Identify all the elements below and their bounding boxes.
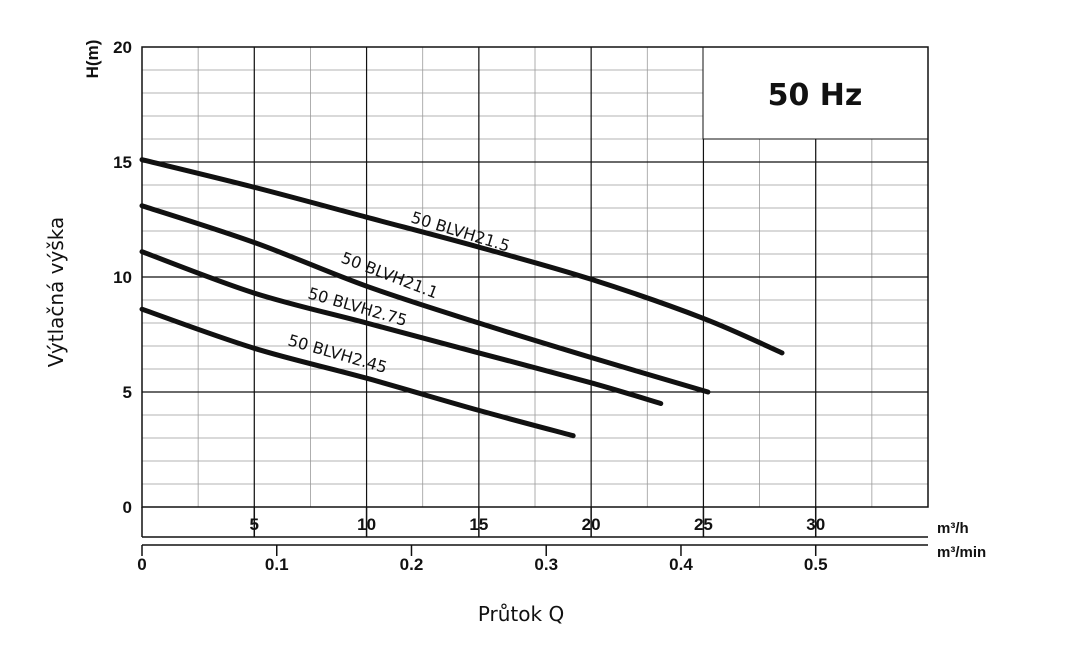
x-axis-m3h: 5 10 15 20 25 30: [141, 507, 928, 538]
y-tick-label: 10: [113, 268, 132, 287]
x-tick-label-m3min: 0.3: [534, 555, 558, 574]
y-unit-label: H(m): [83, 40, 102, 79]
y-tick-label: 15: [113, 153, 132, 172]
performance-curves: [139, 157, 785, 439]
major-grid: [142, 47, 928, 507]
y-axis-title: Výtlačná výška: [44, 217, 68, 368]
x-axis-title: Průtok Q: [478, 602, 564, 626]
x-tick-label-m3h: 5: [250, 515, 259, 534]
x-tick-label-m3h: 30: [806, 515, 825, 534]
y-axis-ticks: 0 5 10 15 20: [113, 38, 132, 517]
y-tick-label: 20: [113, 38, 132, 57]
frequency-label: 50 Hz: [768, 78, 863, 113]
x-tick-label-m3min: 0.1: [265, 555, 289, 574]
x-tick-label-m3min: 0: [137, 555, 146, 574]
x-tick-label-m3h: 10: [357, 515, 376, 534]
x-unit-m3h: m³/h: [937, 520, 969, 537]
x-tick-label-m3min: 0.5: [804, 555, 828, 574]
x-tick-label-m3min: 0.2: [400, 555, 424, 574]
plot-frame: [141, 46, 929, 508]
x-tick-label-m3min: 0.4: [669, 555, 693, 574]
x-axis-m3min: 0 0.1 0.2 0.3 0.4 0.5: [137, 544, 928, 574]
x-tick-label-m3h: 25: [694, 515, 713, 534]
curve-50-blvh21-5: [139, 157, 785, 356]
y-tick-label: 5: [123, 383, 132, 402]
curve-50-blvh21-1: [139, 203, 711, 395]
x-tick-label-m3h: 15: [469, 515, 488, 534]
curve-50-blvh2-75: [139, 249, 664, 406]
x-tick-label-m3h: 20: [582, 515, 601, 534]
curve-50-blvh2-45: [139, 306, 576, 439]
x-unit-m3min: m³/min: [937, 544, 986, 561]
y-tick-label: 0: [123, 498, 132, 517]
